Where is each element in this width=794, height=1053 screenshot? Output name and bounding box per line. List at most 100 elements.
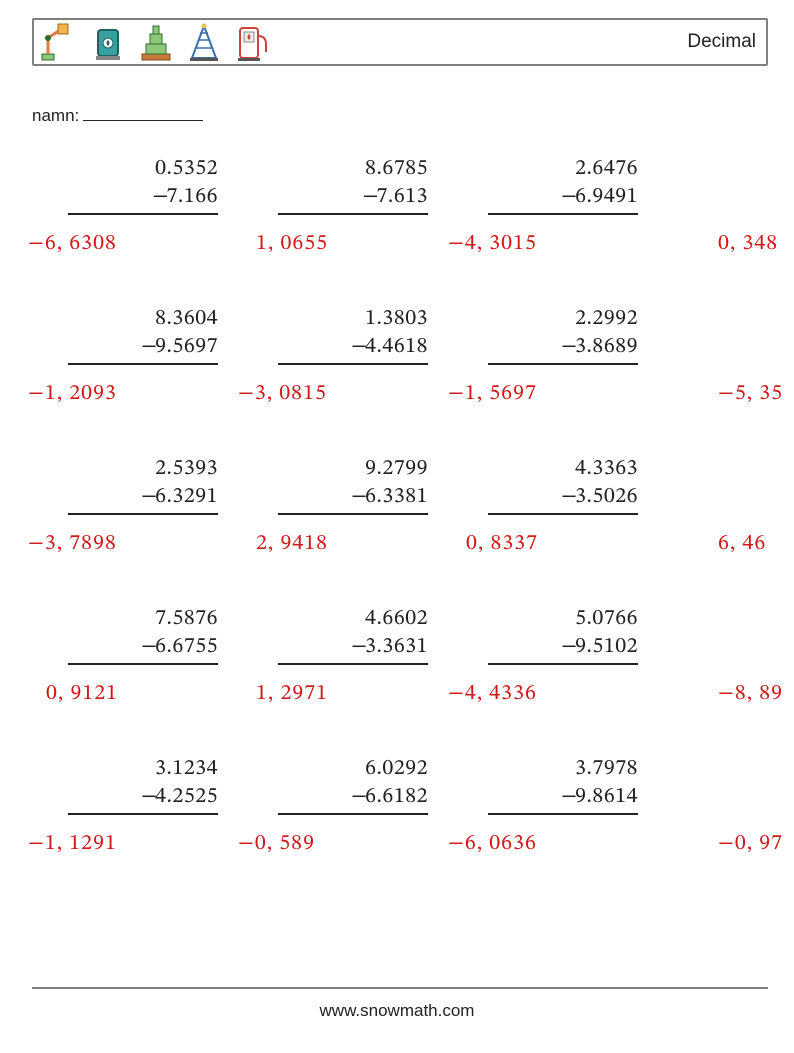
problem-stack: 7.5876−6.6755 xyxy=(68,606,218,665)
minuend: 4.3363 xyxy=(488,456,638,484)
gas-pump-icon xyxy=(232,22,272,62)
problem-cell: 0, 348 xyxy=(658,150,794,300)
problem-cell: 2.6476−6.9491 −4, 3015 xyxy=(448,150,658,300)
problem-rule xyxy=(68,513,218,515)
subtrahend: −7.166 xyxy=(68,184,218,212)
answer: 0, 8337 xyxy=(466,530,538,558)
answer: −0, 97 xyxy=(718,830,783,858)
minuend: 2.5393 xyxy=(68,456,218,484)
name-blank-line xyxy=(83,120,203,121)
barrel-icon xyxy=(88,22,128,62)
answer: −6, 0636 xyxy=(448,830,537,858)
problem-rule xyxy=(488,813,638,815)
answer: 1, 2971 xyxy=(256,680,328,708)
problem-stack: 9.2799−6.3381 xyxy=(278,456,428,515)
problem-cell: 3.1234−4.2525 −1, 1291 xyxy=(28,750,238,900)
subtrahend: −7.613 xyxy=(278,184,428,212)
subtrahend: −4.4618 xyxy=(278,334,428,362)
footer-text: www.snowmath.com xyxy=(0,1001,794,1021)
problem-rule xyxy=(278,813,428,815)
subtrahend: −6.3291 xyxy=(68,484,218,512)
header-title: Decimal xyxy=(687,31,756,53)
problem-cell: 1.3803−4.4618 −3, 0815 xyxy=(238,300,448,450)
header-icons xyxy=(40,22,272,62)
problem-rule xyxy=(278,663,428,665)
problem-stack: 1.3803−4.4618 xyxy=(278,306,428,365)
problem-cell: 6, 46 xyxy=(658,450,794,600)
footer-rule xyxy=(32,987,768,989)
problem-rule xyxy=(68,213,218,215)
problem-cell: 2.2992−3.8689−1, 5697 xyxy=(448,300,658,450)
answer: −4, 3015 xyxy=(448,230,537,258)
problem-stack: 8.3604−9.5697 xyxy=(68,306,218,365)
problem-stack: 3.7978−9.8614 xyxy=(488,756,638,815)
subtrahend: −3.5026 xyxy=(488,484,638,512)
problem-cell: 4.6602−3.3631 1, 2971 xyxy=(238,600,448,750)
header-bar: Decimal xyxy=(32,18,768,66)
minuend: 8.3604 xyxy=(68,306,218,334)
problem-cell: 8.6785−7.6131, 0655 xyxy=(238,150,448,300)
minuend: 0.5352 xyxy=(68,156,218,184)
problem-rule xyxy=(68,813,218,815)
problem-rule xyxy=(68,663,218,665)
subtrahend: −3.3631 xyxy=(278,634,428,662)
problem-rule xyxy=(278,213,428,215)
problem-cell: 9.2799−6.3381 2, 9418 xyxy=(238,450,448,600)
derrick-icon xyxy=(184,22,224,62)
subtrahend: −9.5697 xyxy=(68,334,218,362)
answer: 2, 9418 xyxy=(256,530,328,558)
problem-cell: −0, 97 xyxy=(658,750,794,900)
answer: −3, 7898 xyxy=(28,530,117,558)
problem-cell: 8.3604−9.5697 −1, 2093 xyxy=(28,300,238,450)
name-label: namn: xyxy=(32,106,79,125)
problem-cell: −5, 35 xyxy=(658,300,794,450)
minuend: 5.0766 xyxy=(488,606,638,634)
problem-stack: 2.5393−6.3291 xyxy=(68,456,218,515)
minuend: 2.6476 xyxy=(488,156,638,184)
answer: −0, 589 xyxy=(238,830,315,858)
problem-stack: 6.0292−6.6182 xyxy=(278,756,428,815)
problem-cell: 7.5876−6.6755 0, 9121 xyxy=(28,600,238,750)
minuend: 6.0292 xyxy=(278,756,428,784)
problem-rule xyxy=(278,363,428,365)
subtrahend: −4.2525 xyxy=(68,784,218,812)
problem-cell: 5.0766−9.5102−4, 4336 xyxy=(448,600,658,750)
minuend: 1.3803 xyxy=(278,306,428,334)
name-row: namn: xyxy=(32,106,794,126)
minuend: 8.6785 xyxy=(278,156,428,184)
minuend: 4.6602 xyxy=(278,606,428,634)
answer: 0, 348 xyxy=(718,230,778,258)
problem-stack: 5.0766−9.5102 xyxy=(488,606,638,665)
subtrahend: −9.5102 xyxy=(488,634,638,662)
crates-icon xyxy=(136,22,176,62)
answer: −8, 89 xyxy=(718,680,783,708)
answer: 0, 9121 xyxy=(46,680,118,708)
problem-stack: 2.6476−6.9491 xyxy=(488,156,638,215)
problem-cell: 6.0292−6.6182 −0, 589 xyxy=(238,750,448,900)
problem-stack: 8.6785−7.613 xyxy=(278,156,428,215)
subtrahend: −6.6182 xyxy=(278,784,428,812)
minuend: 3.1234 xyxy=(68,756,218,784)
minuend: 2.2992 xyxy=(488,306,638,334)
subtrahend: −6.3381 xyxy=(278,484,428,512)
answer: −3, 0815 xyxy=(238,380,327,408)
answer: −1, 5697 xyxy=(448,380,537,408)
subtrahend: −9.8614 xyxy=(488,784,638,812)
minuend: 7.5876 xyxy=(68,606,218,634)
problem-cell: 3.7978−9.8614 −6, 0636 xyxy=(448,750,658,900)
problem-cell: −8, 89 xyxy=(658,600,794,750)
subtrahend: −6.6755 xyxy=(68,634,218,662)
answer: −5, 35 xyxy=(718,380,783,408)
problem-cell: 4.3363−3.5026 0, 8337 xyxy=(448,450,658,600)
problem-cell: 2.5393−6.3291 −3, 7898 xyxy=(28,450,238,600)
problem-rule xyxy=(488,663,638,665)
answer: −1, 1291 xyxy=(28,830,117,858)
answer: 6, 46 xyxy=(718,530,766,558)
answer: −1, 2093 xyxy=(28,380,117,408)
problem-stack: 0.5352−7.166 xyxy=(68,156,218,215)
problem-stack: 3.1234−4.2525 xyxy=(68,756,218,815)
answer: −6, 6308 xyxy=(28,230,117,258)
minuend: 9.2799 xyxy=(278,456,428,484)
worksheet-page: Decimal namn: 0.5352−7.166 −6, 6308 8.6785… xyxy=(0,0,794,1053)
problem-stack: 4.3363−3.5026 xyxy=(488,456,638,515)
